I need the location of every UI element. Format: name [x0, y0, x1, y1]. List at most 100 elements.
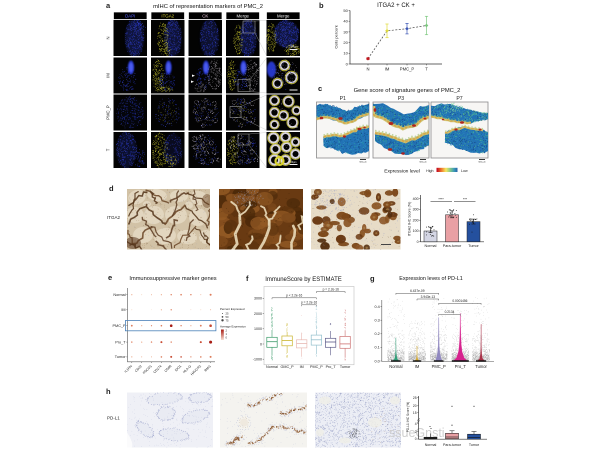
svg-text:500 µm: 500 µm [419, 162, 427, 164]
svg-text:Merge: Merge [277, 14, 290, 19]
svg-text:Expression level: Expression level [384, 169, 420, 175]
svg-text:IDO1: IDO1 [174, 364, 182, 372]
svg-text:c: c [318, 84, 322, 93]
svg-text:P7: P7 [456, 96, 462, 102]
svg-text:300: 300 [413, 208, 419, 212]
svg-text:2000: 2000 [254, 312, 262, 316]
svg-text:Cells percent: Cells percent [334, 24, 339, 48]
svg-text:T: T [106, 148, 111, 151]
svg-text:****: **** [438, 198, 444, 202]
svg-text:Pro_T: Pro_T [115, 340, 126, 344]
svg-text:50: 50 [343, 8, 348, 13]
svg-text:500 µm: 500 µm [359, 162, 367, 164]
svg-text:30: 30 [343, 29, 348, 34]
svg-text:ITGA2: ITGA2 [161, 14, 174, 19]
svg-text:Percent Expressed: Percent Expressed [220, 307, 245, 311]
svg-text:2: 2 [415, 430, 417, 434]
svg-text:20: 20 [343, 40, 348, 45]
svg-text:50µm: 50µm [290, 161, 296, 164]
svg-text:Tumor: Tumor [469, 443, 480, 447]
svg-text:0.2: 0.2 [375, 332, 380, 336]
svg-text:6.437e-09: 6.437e-09 [410, 289, 425, 293]
svg-text:200µm: 200µm [290, 45, 298, 49]
svg-text:0: 0 [260, 342, 262, 346]
svg-text:75: 75 [226, 318, 229, 322]
svg-text:PMC_P: PMC_P [310, 365, 323, 369]
svg-text:IM: IM [106, 73, 111, 78]
svg-text:PMC_P: PMC_P [106, 105, 111, 120]
svg-text:200: 200 [413, 218, 419, 222]
svg-text:PDCD1: PDCD1 [142, 364, 153, 375]
svg-text:CK: CK [202, 14, 208, 19]
svg-text:Low: Low [461, 169, 468, 173]
svg-text:0.1: 0.1 [375, 346, 380, 350]
svg-text:Normal: Normal [266, 365, 278, 369]
svg-text:IL1RN: IL1RN [124, 364, 134, 374]
svg-text:p = 2.2e-16: p = 2.2e-16 [301, 301, 317, 305]
svg-text:25: 25 [226, 312, 229, 316]
svg-text:Tumor: Tumor [115, 355, 127, 359]
svg-text:Para-tumor: Para-tumor [443, 244, 462, 248]
svg-text:CD22: CD22 [134, 364, 143, 373]
svg-text:High: High [426, 169, 433, 173]
svg-text:f: f [246, 274, 249, 283]
svg-text:Pro_T: Pro_T [326, 365, 337, 369]
svg-text:2: 2 [226, 329, 228, 333]
svg-text:a: a [106, 1, 111, 10]
svg-text:Merge: Merge [237, 14, 250, 19]
svg-text:1: 1 [226, 332, 228, 336]
svg-text:50: 50 [226, 315, 229, 319]
svg-text:20: 20 [413, 404, 417, 408]
svg-text:Tumor: Tumor [468, 244, 479, 248]
svg-text:-1000: -1000 [253, 358, 262, 362]
svg-text:Tumor: Tumor [340, 365, 351, 369]
svg-text:0: 0 [417, 240, 419, 244]
svg-text:0: 0 [346, 61, 349, 66]
svg-text:Pro_T: Pro_T [455, 364, 467, 369]
svg-text:PD-L1 IHC Score (%): PD-L1 IHC Score (%) [406, 402, 410, 432]
svg-text:PMC_P: PMC_P [432, 364, 446, 369]
svg-text:10: 10 [343, 51, 348, 56]
svg-text:Normal: Normal [425, 443, 437, 447]
svg-text:P3: P3 [398, 96, 404, 102]
svg-text:N: N [106, 36, 111, 39]
svg-text:4: 4 [415, 422, 417, 426]
svg-text:p = 2.2e-16: p = 2.2e-16 [323, 287, 339, 291]
svg-text:0: 0 [226, 336, 228, 340]
svg-text:Normal: Normal [389, 364, 402, 369]
svg-text:ImmuneScore by ESTIMATE: ImmuneScore by ESTIMATE [265, 277, 342, 283]
svg-text:IM: IM [415, 364, 420, 369]
svg-text:0.4: 0.4 [375, 305, 380, 309]
svg-text:e: e [108, 273, 112, 282]
svg-text:Normal: Normal [113, 293, 125, 297]
svg-text:40: 40 [343, 19, 348, 24]
svg-text:T: T [425, 67, 428, 72]
svg-text:mIHC of representation markers: mIHC of representation markers of PMC_2 [153, 4, 263, 10]
svg-text:Average Expression: Average Expression [220, 325, 246, 329]
svg-text:Gene score of signature genes: Gene score of signature genes of PMC_2 [354, 88, 461, 94]
svg-text:IM: IM [385, 67, 390, 72]
svg-text:ITGA2 IHC Score (%): ITGA2 IHC Score (%) [408, 202, 412, 237]
svg-text:ITGA2 + CK +: ITGA2 + CK + [377, 3, 415, 9]
svg-text:100: 100 [413, 229, 419, 233]
svg-text:IM: IM [300, 365, 304, 369]
svg-text:500 µm: 500 µm [478, 162, 486, 164]
svg-text:CD274: CD274 [152, 364, 162, 374]
svg-text:PD-L1: PD-L1 [107, 416, 120, 421]
svg-text:ITGA2: ITGA2 [107, 215, 121, 220]
svg-text:IM: IM [121, 308, 125, 312]
svg-text:PMC_P: PMC_P [400, 67, 415, 72]
svg-text:3.943e-13: 3.943e-13 [421, 295, 436, 299]
svg-text:GMC_P: GMC_P [281, 365, 295, 369]
svg-text:p < 2.2e-16: p < 2.2e-16 [286, 294, 302, 298]
svg-text:0.3: 0.3 [375, 319, 380, 323]
svg-text:400: 400 [413, 197, 419, 201]
svg-text:BMI1: BMI1 [204, 364, 212, 372]
svg-text:0.2134: 0.2134 [445, 310, 455, 314]
svg-text:h: h [106, 387, 111, 396]
svg-text:0: 0 [415, 437, 417, 441]
svg-text:DAPI: DAPI [125, 14, 135, 19]
svg-text:N: N [366, 67, 369, 72]
svg-text:b: b [319, 1, 324, 10]
svg-text:25: 25 [413, 396, 417, 400]
